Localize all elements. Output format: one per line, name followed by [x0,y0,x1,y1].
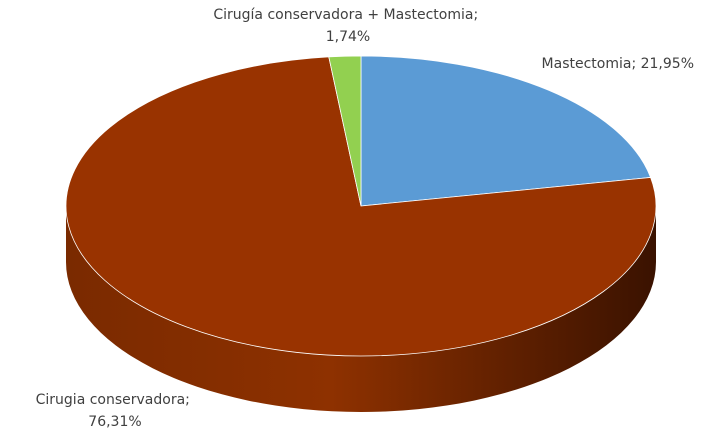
pie-side-layer [66,206,656,412]
data-label-combinada-line2: 1,74% [326,29,370,45]
pie-slice-combinada [328,55,362,207]
data-label-combinada: Cirugía conservadora + Mastectomia; 1,74… [213,7,482,45]
pie-side-wall [66,206,656,412]
data-label-mastectomia: Mastectomia; 21,95% [542,56,694,72]
data-label-mastectomia-line1: Mastectomia; 21,95% [542,56,694,72]
pie-slice-mastectomia [360,55,652,207]
data-label-layer: Mastectomia; 21,95% Cirugia conservadora… [36,7,694,430]
data-label-cirugia-conservadora: Cirugia conservadora; 76,31% [36,392,195,430]
data-label-combinada-line1: Cirugía conservadora + Mastectomia; [213,7,478,23]
pie-top-layer [65,55,657,357]
data-label-cirugia-conservadora-line2: 76,31% [88,414,141,430]
pie-slice-cirugia-conservadora [65,56,657,357]
data-label-cirugia-conservadora-line1: Cirugia conservadora; [36,392,190,408]
